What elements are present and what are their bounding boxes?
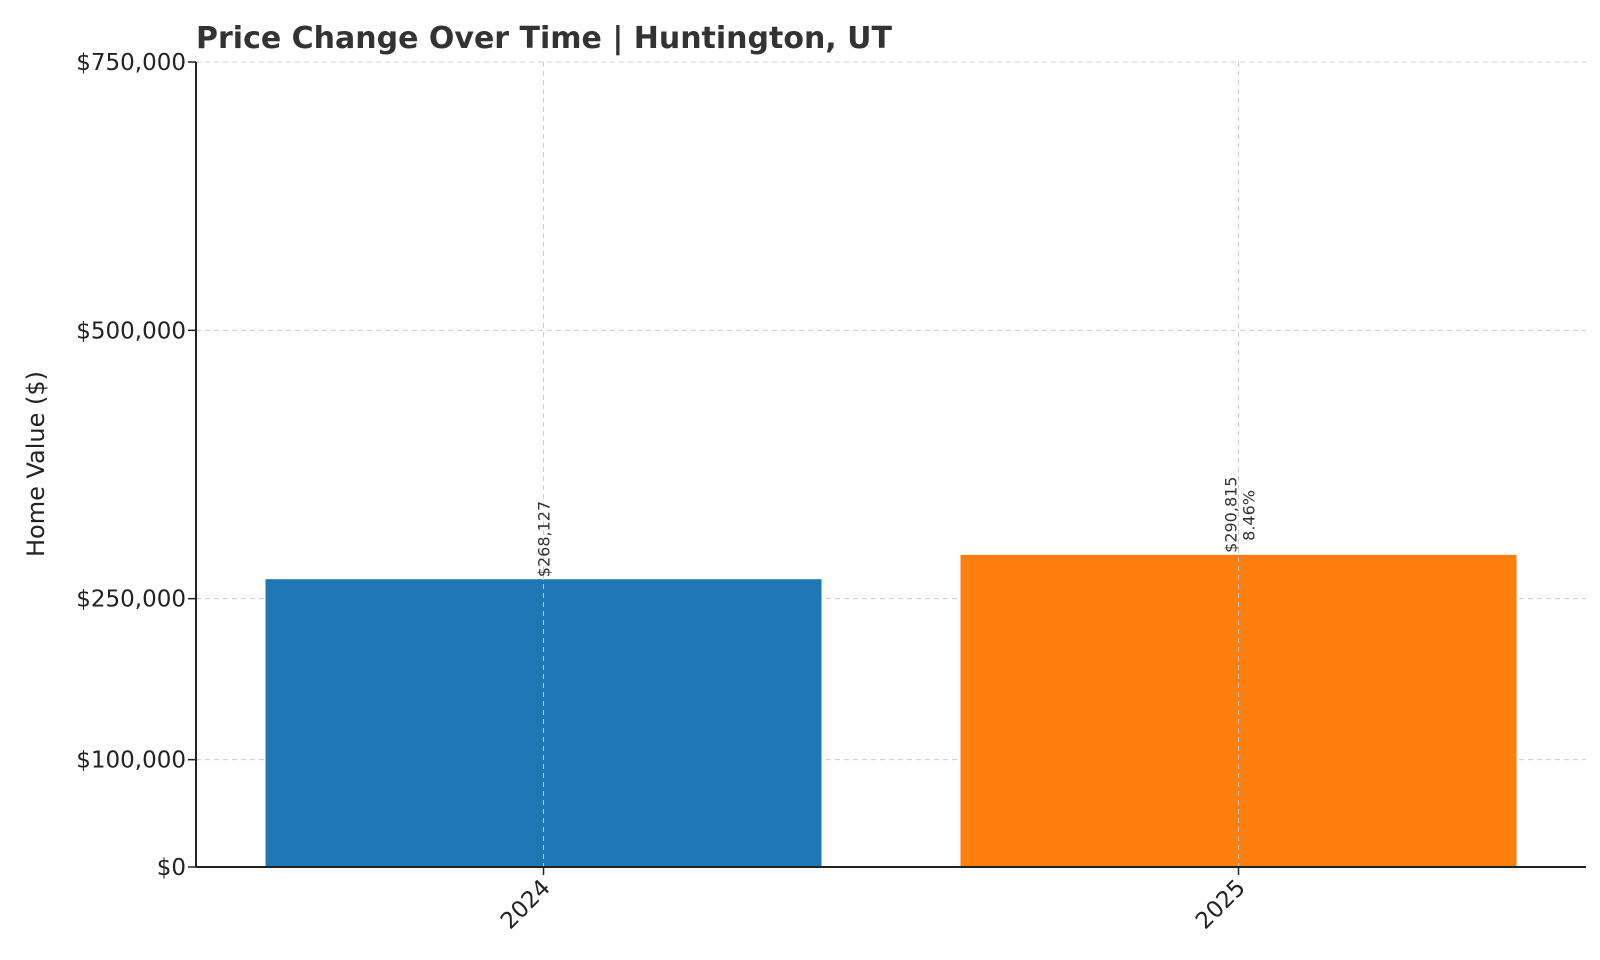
change-label: 8.46% xyxy=(1240,490,1259,541)
y-tick-label: $250,000 xyxy=(76,587,186,613)
bars xyxy=(265,554,1517,867)
y-tick-labels: $0 $100,000 $250,000 $500,000 $750,000 xyxy=(76,50,186,881)
y-axis-label: Home Value ($) xyxy=(22,371,50,557)
axes xyxy=(188,61,1586,875)
y-tick-label: $0 xyxy=(157,855,186,881)
data-labels: $268,127 $290,815 8.46% xyxy=(535,477,1259,578)
y-tick-label: $100,000 xyxy=(76,748,186,774)
y-tick-label: $750,000 xyxy=(76,50,186,76)
x-tick-label: 2025 xyxy=(1191,875,1251,935)
grid-lines xyxy=(196,61,1586,761)
vertical-grid-lines xyxy=(543,62,1239,867)
x-tick-labels: 2024 2025 xyxy=(496,875,1251,935)
y-tick-label: $500,000 xyxy=(76,318,186,344)
chart-title: Price Change Over Time | Huntington, UT xyxy=(196,21,893,56)
x-tick-label: 2024 xyxy=(496,875,556,935)
value-label: $290,815 xyxy=(1222,477,1241,553)
value-label: $268,127 xyxy=(535,501,554,577)
